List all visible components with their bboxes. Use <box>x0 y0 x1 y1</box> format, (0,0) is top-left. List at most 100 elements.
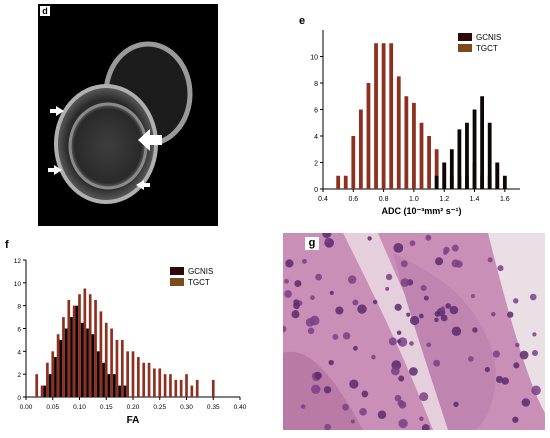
y-tick-label: 8 <box>17 304 21 311</box>
nucleus <box>335 306 344 315</box>
nucleus <box>495 375 504 383</box>
histology-image-panel: g <box>283 233 545 430</box>
y-tick-label: 0 <box>17 395 21 402</box>
nucleus <box>449 305 459 315</box>
nucleus <box>519 350 529 360</box>
tumor-region <box>68 102 148 190</box>
bar-gcnis <box>86 328 89 397</box>
x-tick-label: 1.0 <box>409 196 419 203</box>
nucleus <box>409 240 416 247</box>
bar-tgct <box>389 43 394 189</box>
nucleus <box>315 273 322 281</box>
arrow-icon <box>136 180 150 190</box>
y-tick-label: 12 <box>14 258 22 265</box>
nucleus <box>285 259 294 268</box>
nucleus <box>397 399 405 407</box>
nucleus <box>301 258 307 264</box>
nucleus <box>398 418 408 429</box>
nucleus <box>305 318 315 327</box>
nucleus <box>421 424 430 430</box>
tubule-region <box>283 351 363 430</box>
x-tick-label: 0.25 <box>153 404 166 411</box>
bar-gcnis <box>102 362 105 397</box>
nucleus <box>310 295 315 300</box>
nucleus <box>434 317 439 323</box>
nucleus <box>451 244 459 252</box>
x-axis-label: ADC (10⁻³mm² s⁻¹) <box>381 206 461 216</box>
mri-image-panel: d <box>38 4 218 226</box>
nucleus <box>394 394 402 402</box>
fa-histogram-panel: f 0.00 0.05 0.10 0.15 0.20 0.25 0.30 0.35 0.40 0 2… <box>0 238 260 433</box>
bar-gcnis <box>64 328 68 397</box>
bar-tgct <box>104 322 108 397</box>
nucleus <box>492 350 501 358</box>
tubule-region <box>393 253 496 430</box>
histology-image <box>283 233 545 430</box>
y-tick-label: 10 <box>14 281 22 288</box>
bar-tgct <box>78 294 81 397</box>
nucleus <box>322 233 332 239</box>
legend-label-tgct: TGCT <box>476 44 498 53</box>
bar-tgct <box>358 109 363 189</box>
bar-gcnis <box>112 374 116 397</box>
bar-tgct <box>179 379 183 397</box>
fa-histogram: f 0.00 0.05 0.10 0.15 0.20 0.25 0.30 0.35 0.40 0 2… <box>5 239 247 426</box>
bar-tgct <box>72 305 76 397</box>
bar-tgct <box>427 136 431 189</box>
bar-tgct <box>94 299 97 397</box>
nucleus <box>445 303 452 309</box>
legend-label-gcnis: GCNIS <box>476 33 501 42</box>
x-tick-label: 0.10 <box>73 404 86 411</box>
bar-tgct <box>110 328 113 397</box>
bar-gcnis <box>107 374 111 397</box>
nucleus <box>472 327 478 333</box>
nucleus <box>400 278 410 287</box>
bar-tgct <box>40 385 44 397</box>
nucleus <box>409 367 418 376</box>
nucleus <box>291 310 300 319</box>
nucleus <box>425 234 432 241</box>
nucleus <box>342 403 349 411</box>
nucleus <box>521 398 531 407</box>
nucleus <box>426 342 432 348</box>
nucleus <box>324 238 330 243</box>
bar-tgct <box>185 374 188 397</box>
bar-gcnis <box>502 175 507 189</box>
bar-gcnis <box>495 162 500 189</box>
bar-tgct <box>67 299 71 397</box>
x-tick-label: 1.6 <box>500 196 510 203</box>
nucleus <box>491 311 496 317</box>
nucleus <box>361 390 369 398</box>
nucleus <box>342 332 351 340</box>
bar-tgct <box>126 351 129 397</box>
bar-gcnis <box>123 385 127 397</box>
bar-gcnis <box>118 385 121 397</box>
y-tick-label: 8 <box>314 81 318 88</box>
bar-gcnis <box>75 305 79 397</box>
nucleus <box>349 379 359 389</box>
bar-tgct <box>396 76 401 189</box>
mri-image <box>48 41 193 204</box>
legend-label-tgct: TGCT <box>188 278 210 287</box>
panel-letter-f: f <box>5 239 9 251</box>
nucleus <box>453 401 459 407</box>
nucleus <box>419 392 429 402</box>
bar-tgct <box>142 362 146 397</box>
bar-gcnis <box>54 357 57 397</box>
nucleus <box>324 423 331 430</box>
nucleus <box>398 375 405 382</box>
nucleus <box>385 273 393 281</box>
nucleus <box>419 313 424 319</box>
nucleus <box>394 303 402 311</box>
nucleus <box>507 311 514 318</box>
bar-gcnis <box>434 175 439 189</box>
x-tick-label: 0.4 <box>318 196 328 203</box>
bar-gcnis <box>487 122 492 189</box>
nucleus <box>409 341 414 346</box>
nucleus <box>350 419 355 424</box>
cell-nuclei <box>283 233 541 430</box>
nucleus <box>328 359 334 366</box>
bar-gcnis <box>43 385 47 397</box>
bar-tgct <box>99 311 103 397</box>
bar-tgct <box>147 362 151 397</box>
